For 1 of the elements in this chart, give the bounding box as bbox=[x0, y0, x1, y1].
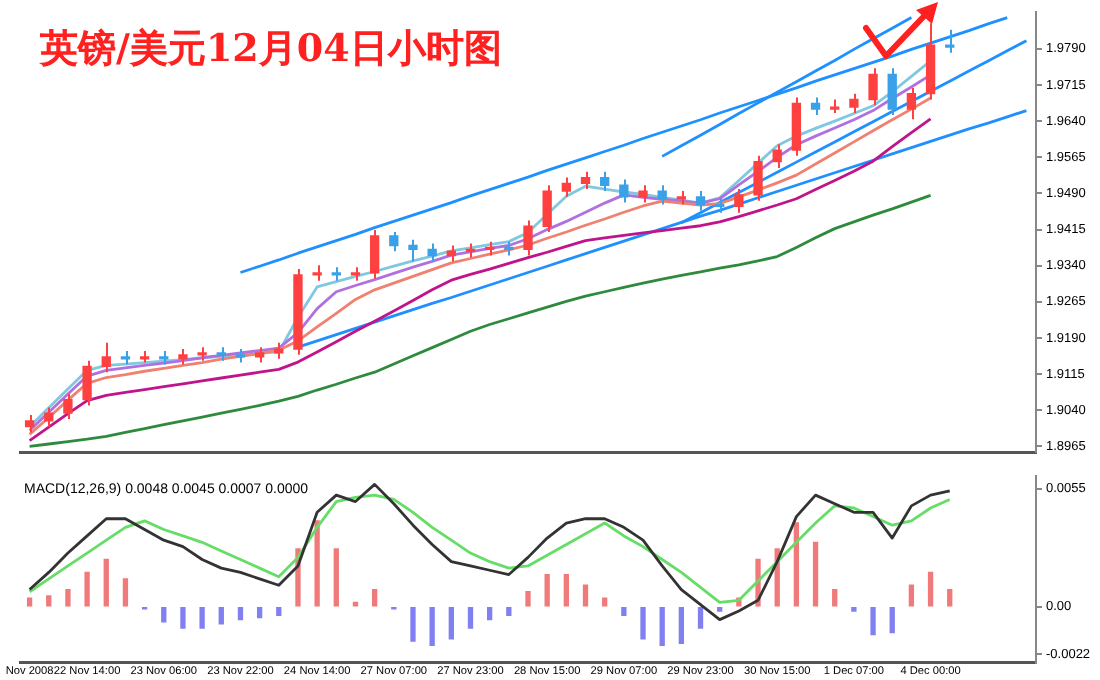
chart-title: 英镑/美元12月04日小时图 bbox=[38, 26, 502, 71]
